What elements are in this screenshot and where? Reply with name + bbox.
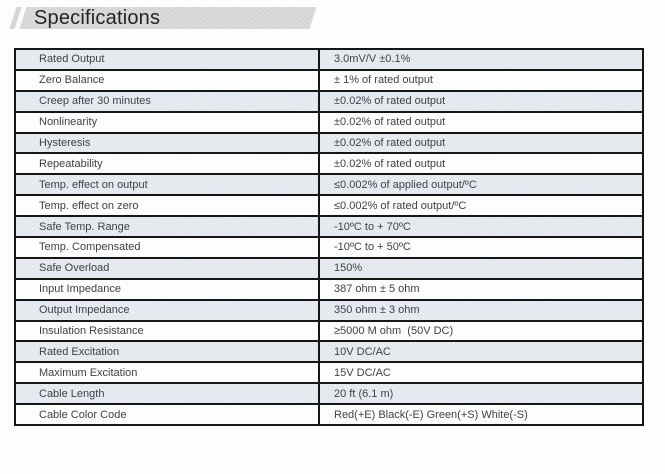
spec-value: 387 ohm ± 5 ohm (318, 277, 644, 301)
spec-value: -10ºC to + 50ºC (318, 236, 644, 259)
spec-value: ±0.02% of rated output (318, 131, 644, 155)
table-row: Creep after 30 minutes ±0.02% of rated o… (14, 89, 644, 113)
spec-label: Cable Length (14, 382, 320, 406)
table-row: Temp. Compensated -10ºC to + 50ºC (14, 236, 644, 259)
spec-label: Output Impedance (14, 298, 320, 322)
table-row: Cable Color Code Red(+E) Black(-E) Green… (14, 403, 644, 427)
spec-value: 350 ohm ± 3 ohm (318, 298, 644, 322)
table-row: Insulation Resistance ≥5000 M ohm (50V D… (14, 319, 644, 343)
spec-label: Rated Output (14, 48, 320, 71)
spec-value: 10V DC/AC (318, 340, 644, 364)
spec-value: 3.0mV/V ±0.1% (318, 48, 644, 71)
spec-value: Red(+E) Black(-E) Green(+S) White(-S) (318, 403, 644, 427)
spec-label: Nonlinearity (14, 110, 320, 134)
spec-label: Insulation Resistance (14, 319, 320, 343)
spec-label: Creep after 30 minutes (14, 89, 320, 113)
spec-value: ±0.02% of rated output (318, 110, 644, 134)
spec-label: Maximum Excitation (14, 361, 320, 385)
spec-label: Rated Excitation (14, 340, 320, 364)
spec-label: Temp. effect on zero (14, 194, 320, 218)
table-row: Rated Output 3.0mV/V ±0.1% (14, 48, 644, 71)
table-row: Repeatability ±0.02% of rated output (14, 152, 644, 176)
table-row: Cable Length 20 ft (6.1 m) (14, 382, 644, 406)
table-row: Safe Overload 150% (14, 256, 644, 280)
spec-label: Hysteresis (14, 131, 320, 155)
spec-value: ≤0.002% of rated output/ºC (318, 194, 644, 218)
table-row: Safe Temp. Range -10ºC to + 70ºC (14, 215, 644, 239)
spec-value: ≥5000 M ohm (50V DC) (318, 319, 644, 343)
spec-label: Safe Temp. Range (14, 215, 320, 239)
specifications-table: Rated Output 3.0mV/V ±0.1% Zero Balance … (14, 48, 644, 427)
table-row: Hysteresis ±0.02% of rated output (14, 131, 644, 155)
spec-label: Zero Balance (14, 68, 320, 92)
spec-value: ±0.02% of rated output (318, 89, 644, 113)
table-row: Rated Excitation 10V DC/AC (14, 340, 644, 364)
spec-label: Temp. Compensated (14, 236, 320, 259)
table-row: Zero Balance ± 1% of rated output (14, 68, 644, 92)
spec-value: ≤0.002% of applied output/ºC (318, 173, 644, 197)
spec-label: Input Impedance (14, 277, 320, 301)
table-row: Temp. effect on output ≤0.002% of applie… (14, 173, 644, 197)
spec-value: 20 ft (6.1 m) (318, 382, 644, 406)
spec-value: 150% (318, 256, 644, 280)
table-row: Temp. effect on zero ≤0.002% of rated ou… (14, 194, 644, 218)
spec-value: ±0.02% of rated output (318, 152, 644, 176)
spec-label: Safe Overload (14, 256, 320, 280)
spec-label: Repeatability (14, 152, 320, 176)
spec-label: Cable Color Code (14, 403, 320, 427)
table-row: Input Impedance 387 ohm ± 5 ohm (14, 277, 644, 301)
table-row: Maximum Excitation 15V DC/AC (14, 361, 644, 385)
table-row: Output Impedance 350 ohm ± 3 ohm (14, 298, 644, 322)
spec-value: 15V DC/AC (318, 361, 644, 385)
page-title: Specifications (34, 7, 161, 29)
spec-value: ± 1% of rated output (318, 68, 644, 92)
specifications-table-body: Rated Output 3.0mV/V ±0.1% Zero Balance … (14, 48, 644, 427)
spec-value: -10ºC to + 70ºC (318, 215, 644, 239)
spec-label: Temp. effect on output (14, 173, 320, 197)
table-row: Nonlinearity ±0.02% of rated output (14, 110, 644, 134)
specifications-banner: Specifications (9, 7, 319, 29)
